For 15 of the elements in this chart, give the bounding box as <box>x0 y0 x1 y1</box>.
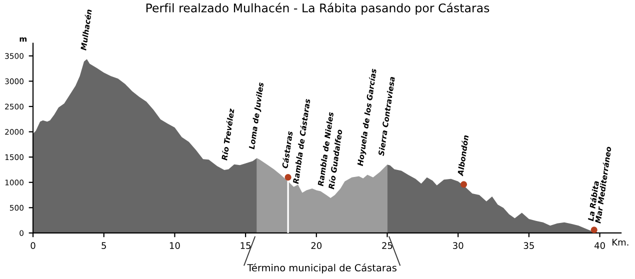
point <box>284 174 292 181</box>
x-axis-title: Km. <box>612 238 628 246</box>
x-tick-label: 0 <box>30 242 36 249</box>
x-tick-label: 10 <box>170 242 180 249</box>
x-tick-label: 30 <box>453 242 464 249</box>
x-tick-label: 35 <box>524 242 534 249</box>
x-tick-label: 15 <box>240 242 251 249</box>
chart-title: Perfil realzado Mulhacén - La Rábita pasando por Cástaras <box>146 2 490 15</box>
x-tick-label: 40 <box>594 242 605 249</box>
x-tick-label: 5 <box>102 242 106 249</box>
point <box>590 226 598 233</box>
x-tick-label: 25 <box>382 242 392 249</box>
x-tick-label: 20 <box>311 242 322 249</box>
point <box>460 181 468 188</box>
text: Término municipal de Cástaras <box>247 264 396 274</box>
